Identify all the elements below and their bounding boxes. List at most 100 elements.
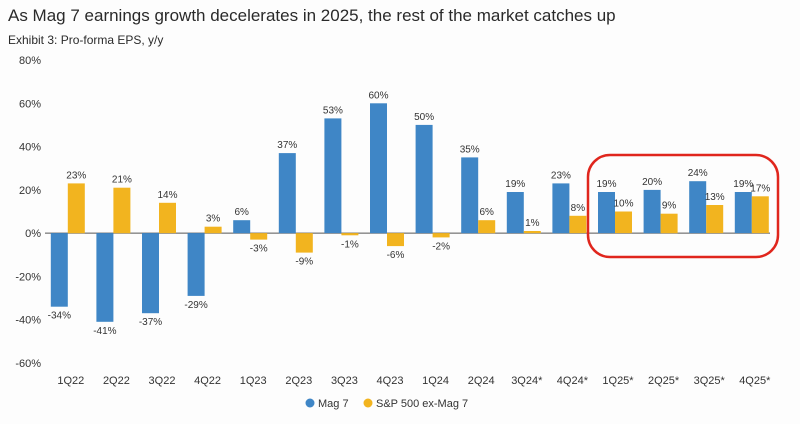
data-label: 19% <box>733 179 753 190</box>
bar-sp500-ex-mag7-4q23 <box>387 233 404 247</box>
data-label: -37% <box>139 317 162 328</box>
bar-sp500-ex-mag7-1q22 <box>67 183 85 234</box>
data-label: 21% <box>112 175 132 186</box>
data-label: 60% <box>368 90 388 101</box>
data-label: -2% <box>432 242 450 253</box>
y-tick-label: 60% <box>19 98 41 110</box>
data-label: 10% <box>613 199 633 210</box>
data-label: -1% <box>341 239 359 250</box>
x-tick-label: 4Q22 <box>194 375 221 387</box>
x-tick-label: 1Q24 <box>422 375 449 387</box>
x-tick-label: 1Q25* <box>602 375 634 387</box>
data-label: 35% <box>460 144 480 155</box>
data-label: 17% <box>750 183 770 194</box>
data-label: 50% <box>414 112 434 123</box>
data-label: -6% <box>387 250 405 261</box>
y-tick-label: -20% <box>15 271 41 283</box>
bar-sp500-ex-mag7-3q25-est <box>706 205 724 234</box>
x-tick-label: 3Q22 <box>149 375 176 387</box>
data-label: 3% <box>206 214 221 225</box>
data-label: 24% <box>688 168 708 179</box>
bar-mag7-2q23 <box>278 153 296 234</box>
bar-mag7-2q22 <box>96 233 114 322</box>
data-label: 14% <box>157 190 177 201</box>
data-label: -34% <box>48 311 71 322</box>
bar-sp500-ex-mag7-2q24 <box>478 220 496 234</box>
data-label: 23% <box>551 170 571 181</box>
data-label: 9% <box>662 201 677 212</box>
x-tick-label: 2Q25* <box>648 375 680 387</box>
bar-sp500-ex-mag7-3q22 <box>159 202 176 234</box>
bar-sp500-ex-mag7-2q22 <box>113 187 131 234</box>
legend-label-sp500-ex-mag7: S&P 500 ex-Mag 7 <box>376 398 468 410</box>
legend-swatch-mag7 <box>305 398 315 408</box>
bar-sp500-ex-mag7-2q25-est <box>660 213 678 234</box>
bar-mag7-1q23 <box>233 220 251 234</box>
chart-title: As Mag 7 earnings growth decelerates in … <box>8 6 616 25</box>
y-tick-label: 40% <box>19 142 41 154</box>
highlight-annotation <box>586 153 780 259</box>
x-tick-label: 1Q23 <box>240 375 267 387</box>
legend-label-mag7: Mag 7 <box>318 398 349 410</box>
x-tick-label: 4Q25* <box>739 375 771 387</box>
bar-sp500-ex-mag7-3q24-est <box>523 231 541 234</box>
data-label: 19% <box>596 179 616 190</box>
y-tick-label: -40% <box>15 315 41 327</box>
x-tick-label: 3Q23 <box>331 375 358 387</box>
x-tick-label: 4Q24* <box>557 375 589 387</box>
bar-mag7-3q24-est <box>506 192 524 234</box>
bar-sp500-ex-mag7-4q25-est <box>751 196 769 234</box>
bar-mag7-1q24 <box>415 124 433 234</box>
x-tick-label: 2Q23 <box>285 375 312 387</box>
highlight-outline <box>586 153 780 259</box>
y-tick-label: 80% <box>19 55 41 67</box>
x-tick-label: 1Q22 <box>57 375 84 387</box>
bar-mag7-1q25-est <box>598 192 615 234</box>
data-label: 53% <box>323 105 343 116</box>
bar-mag7-2q24 <box>461 157 479 234</box>
legend: Mag 7 S&P 500 ex-Mag 7 <box>305 398 468 410</box>
bar-mag7-2q25-est <box>643 189 661 234</box>
legend-swatch-sp500-ex-mag7 <box>363 398 373 408</box>
data-label: 6% <box>234 207 249 218</box>
bar-mag7-3q23 <box>324 118 342 234</box>
bar-sp500-ex-mag7-1q25-est <box>615 211 632 234</box>
bar-sp500-ex-mag7-2q23 <box>295 233 313 253</box>
bar-mag7-3q22 <box>142 233 159 314</box>
data-label: 20% <box>642 177 662 188</box>
y-tick-label: -60% <box>15 358 41 370</box>
y-tick-label: 0% <box>25 228 41 240</box>
bar-mag7-3q25-est <box>689 181 707 234</box>
data-label: -3% <box>250 244 268 255</box>
bar-sp500-ex-mag7-1q23 <box>250 233 268 240</box>
x-tick-label: 3Q24* <box>511 375 543 387</box>
data-label: 13% <box>705 192 725 203</box>
data-label: 8% <box>571 203 586 214</box>
data-label: 19% <box>505 179 525 190</box>
data-label: -41% <box>93 326 116 337</box>
bar-group: -34% 23% -41% 21% -37% 14% -29% 3% 6% -3% 37% -9% 53… <box>48 90 771 337</box>
bar-mag7-4q23 <box>370 103 387 234</box>
bar-mag7-4q24-est <box>552 183 570 234</box>
data-label: -9% <box>295 257 313 268</box>
bar-mag7-4q25-est <box>734 192 752 234</box>
x-axis: 1Q22 2Q22 3Q22 4Q22 1Q23 2Q23 3Q23 4Q23 1Q24 2Q24… <box>57 375 771 387</box>
bar-sp500-ex-mag7-3q23 <box>341 233 359 236</box>
x-tick-label: 3Q25* <box>694 375 726 387</box>
bar-sp500-ex-mag7-4q24-est <box>569 215 587 234</box>
x-tick-label: 2Q24 <box>468 375 495 387</box>
data-label: 23% <box>66 170 86 181</box>
bar-sp500-ex-mag7-1q24 <box>432 233 450 238</box>
bar-mag7-4q22 <box>187 233 205 296</box>
chart-subtitle: Exhibit 3: Pro-forma EPS, y/y <box>8 33 164 47</box>
bar-sp500-ex-mag7-4q22 <box>204 226 222 234</box>
data-label: 37% <box>277 140 297 151</box>
data-label: 6% <box>479 207 494 218</box>
x-tick-label: 2Q22 <box>103 375 130 387</box>
bar-mag7-1q22 <box>50 233 68 307</box>
data-label: 1% <box>525 218 540 229</box>
x-tick-label: 4Q23 <box>377 375 404 387</box>
y-tick-label: 20% <box>19 185 41 197</box>
data-label: -29% <box>184 300 207 311</box>
